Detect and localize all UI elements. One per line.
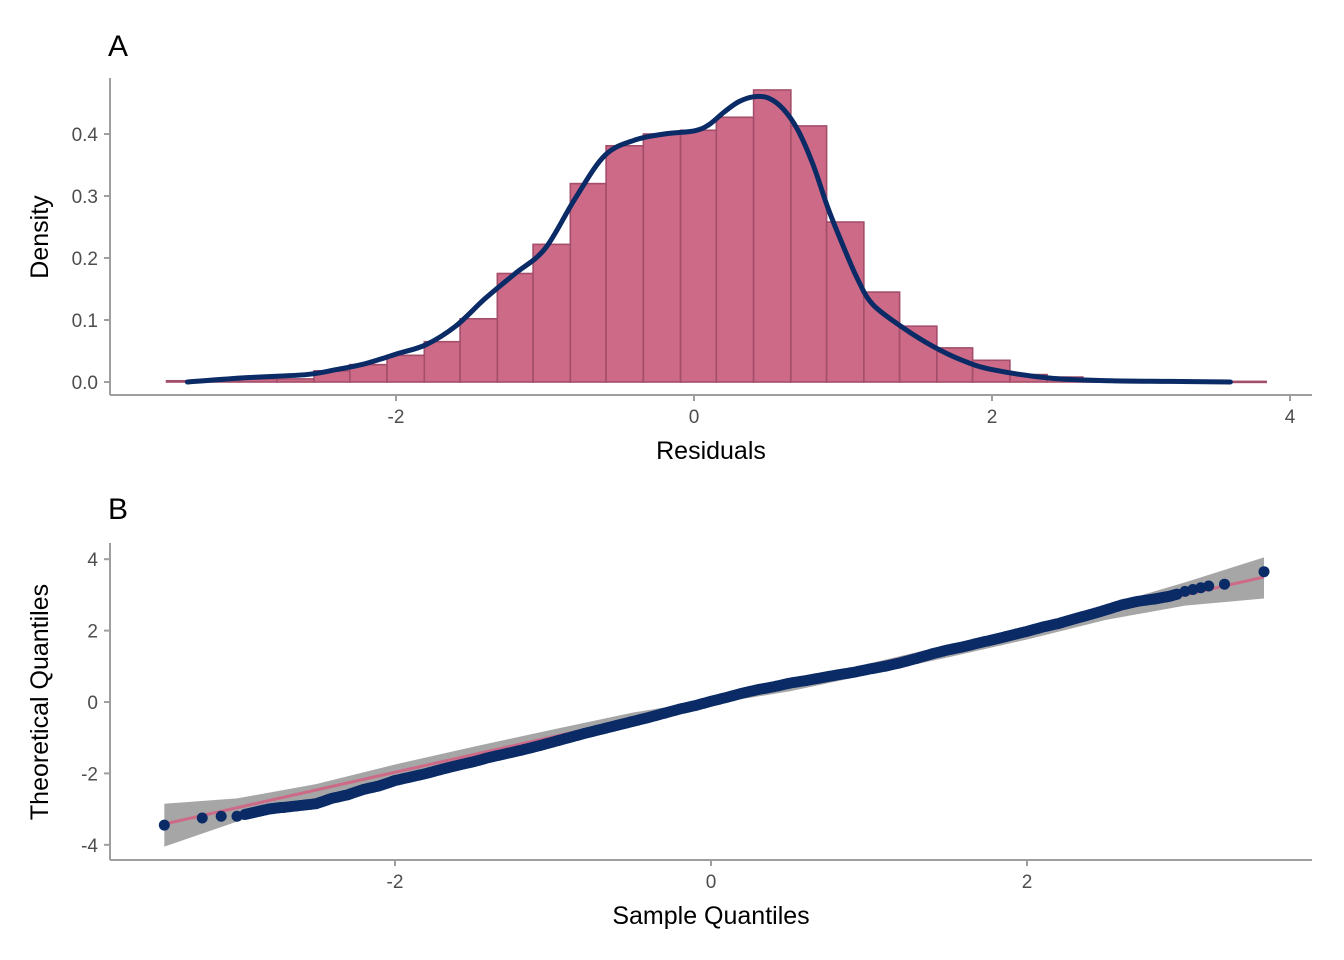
histogram-bar — [275, 378, 315, 383]
qq-points — [158, 566, 1270, 831]
histogram-bar — [386, 354, 426, 383]
panel-a-x-tick-label: 0 — [689, 407, 700, 428]
panel-b-y-axis-title: Theoretical Quantiles — [26, 584, 54, 820]
histogram-bars — [165, 89, 1267, 384]
panel-a-x-tick-label: 4 — [1285, 407, 1296, 428]
histogram-bar — [898, 325, 938, 383]
panel-a-y-axis-title: Density — [26, 195, 54, 279]
histogram-bar — [423, 340, 461, 383]
qq-point — [1219, 578, 1230, 590]
histogram-bar — [715, 116, 755, 383]
panel-a-x-tick-label: 2 — [987, 407, 998, 428]
qq-point — [1203, 580, 1215, 592]
panel-b-y-tick-label: 2 — [87, 622, 98, 643]
histogram-bar — [532, 243, 572, 383]
panel-b-tag: B — [108, 493, 128, 526]
panel-a-axes: 0.0 0.1 0.2 0.3 0.4 -2 0 2 4 — [72, 78, 1312, 428]
panel-a-y-tick-label: 0.2 — [72, 249, 98, 270]
panel-a-y-tick-label: 0.0 — [72, 373, 98, 394]
histogram-bar — [752, 89, 792, 383]
histogram-bar — [642, 133, 682, 383]
panel-a-histogram: A 0.0 0.1 0.2 0.3 0.4 -2 0 2 4 Residuals Density — [26, 30, 1312, 465]
panel-b-y-tick-label: 4 — [87, 550, 98, 571]
panel-a-x-axis-title: Residuals — [656, 437, 766, 465]
density-curve — [184, 93, 1233, 385]
histogram-bar — [1229, 380, 1267, 384]
qq-point — [1258, 566, 1270, 578]
panel-b-x-tick-label: 0 — [706, 872, 717, 893]
panel-b-x-tick-label: -2 — [387, 872, 404, 893]
qq-point — [215, 810, 227, 822]
histogram-bar — [863, 291, 901, 383]
panel-b-x-axis-title: Sample Quantiles — [612, 902, 809, 930]
panel-a-x-tick-label: -2 — [388, 407, 405, 428]
panel-a-y-tick-label: 0.1 — [72, 311, 98, 332]
panel-a-y-tick-label: 0.3 — [72, 187, 98, 208]
histogram-bar — [459, 317, 499, 383]
panel-b-x-tick-label: 2 — [1022, 872, 1033, 893]
histogram-bar — [825, 221, 865, 383]
histogram-bar — [569, 182, 607, 383]
panel-a-tag: A — [108, 30, 128, 63]
histogram-bar — [496, 272, 534, 383]
qq-point — [196, 812, 208, 824]
panel-b-y-tick-label: 0 — [87, 693, 98, 714]
panel-b-qq-plot: B -4 -2 0 2 4 -2 0 2 Sample Quantiles Theoretic… — [26, 493, 1312, 930]
histogram-bar — [605, 144, 645, 383]
qq-point — [158, 819, 170, 831]
panel-a-y-tick-label: 0.4 — [72, 125, 99, 146]
panel-b-axes: -4 -2 0 2 4 -2 0 2 — [81, 543, 1312, 893]
panel-b-y-tick-label: -4 — [81, 836, 98, 857]
histogram-bar — [679, 129, 718, 383]
histogram-bar — [790, 125, 828, 383]
panel-b-y-tick-label: -2 — [81, 764, 98, 785]
